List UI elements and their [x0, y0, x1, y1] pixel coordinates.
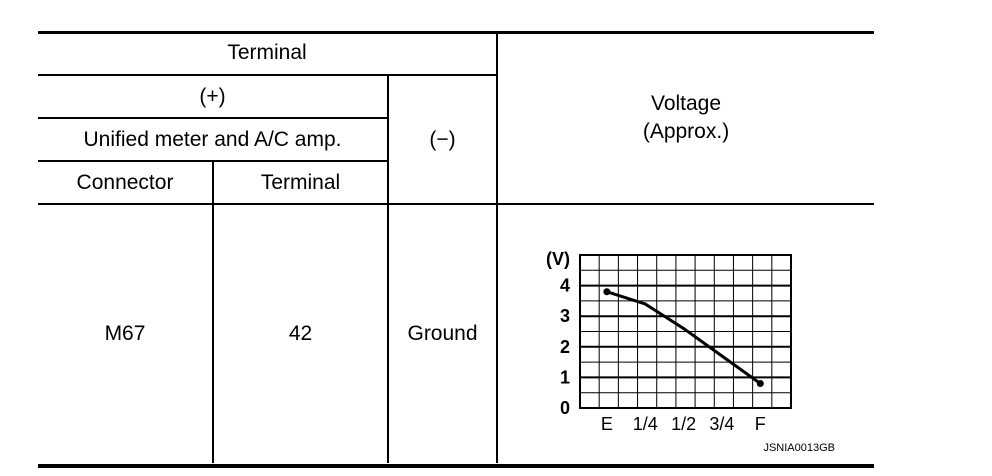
terminal-voltage-table: Terminal Voltage (Approx.) (+) (−) Unifi…: [38, 32, 875, 463]
y-tick-label: 3: [560, 306, 570, 326]
x-tick-label: 1/2: [671, 414, 696, 434]
x-tick-label: F: [755, 414, 766, 434]
approx-label: (Approx.): [642, 119, 730, 143]
plus-header: (+): [38, 75, 389, 119]
voltage-curve: [606, 290, 762, 385]
connector-header: Connector: [38, 161, 214, 205]
x-tick-label: 3/4: [709, 414, 734, 434]
x-tick-label: 1/4: [633, 414, 658, 434]
y-tick-label: 2: [560, 337, 570, 357]
terminal-header: Terminal: [38, 32, 499, 76]
unit-header: Unified meter and A/C amp.: [38, 118, 389, 162]
minus-header: (−): [388, 75, 499, 205]
voltage-graph: (V) 0 1 2 3 4 E 1/4 1/2 3/4 F JSNIA0013GB: [546, 249, 835, 454]
y-tick-label: 0: [560, 398, 570, 418]
x-tick-label: E: [601, 414, 613, 434]
data-point: [643, 302, 647, 306]
voltage-header: Voltage (Approx.): [497, 32, 875, 205]
data-point: [682, 326, 686, 330]
data-point: [756, 380, 764, 388]
y-tick-label: 1: [560, 367, 570, 387]
terminal-col-header: Terminal: [213, 161, 389, 205]
voltage-graph-cell: (V) 0 1 2 3 4 E 1/4 1/2 3/4 F JSNIA0013GB: [497, 204, 874, 463]
plot-frame: [579, 254, 793, 409]
voltage-label: Voltage: [650, 91, 722, 115]
y-tick-label: 4: [560, 276, 570, 296]
y-axis-unit: (V): [546, 249, 570, 269]
data-point: [603, 288, 611, 296]
terminal-value: 42: [213, 204, 389, 463]
figure-code: JSNIA0013GB: [763, 442, 835, 454]
table-bottom-rule: [38, 464, 874, 468]
connector-value: M67: [38, 204, 214, 463]
data-point: [720, 354, 724, 358]
ground-value: Ground: [388, 204, 499, 463]
